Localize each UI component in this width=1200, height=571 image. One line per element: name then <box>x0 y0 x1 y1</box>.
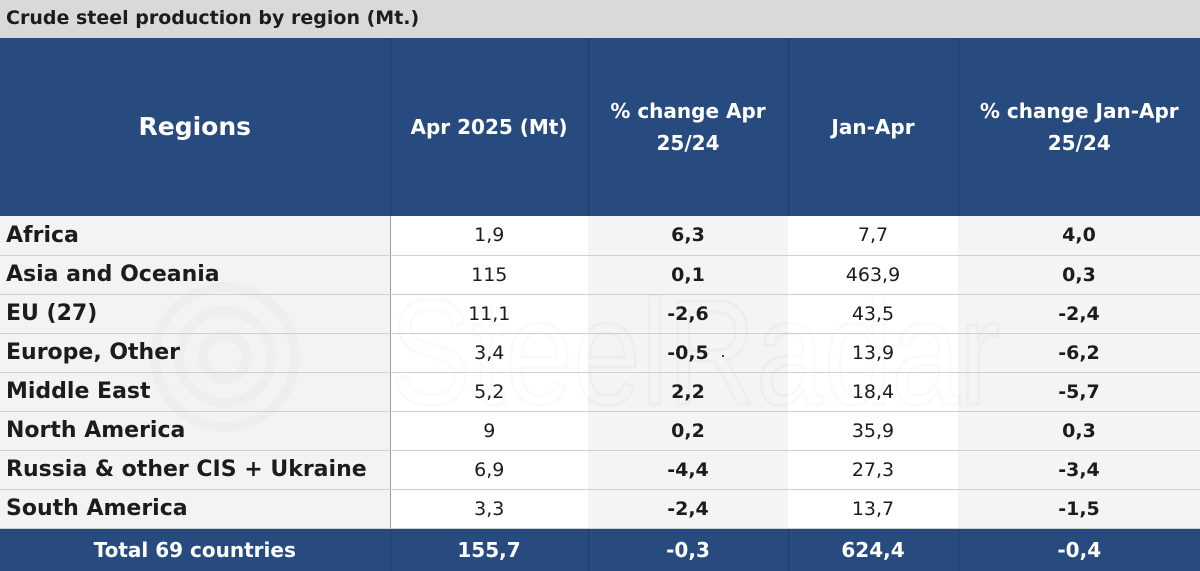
value-cell: 18,4 <box>788 372 958 412</box>
table-row: Africa 1,9 6,3 7,7 4,0 <box>0 216 1200 256</box>
total-label: Total 69 countries <box>0 528 390 571</box>
total-value: 155,7 <box>389 528 588 571</box>
value-cell: 6,9 <box>390 450 588 490</box>
value-cell: 3,4 <box>390 333 588 373</box>
region-name: Europe, Other <box>0 333 391 373</box>
region-name: Africa <box>0 216 391 256</box>
total-value: -0,4 <box>957 528 1200 571</box>
value-cell: 7,7 <box>788 216 958 256</box>
value-cell: -2,4 <box>588 489 788 529</box>
column-header-text: Jan-Apr <box>831 115 915 139</box>
value-cell: 0,2 <box>588 411 788 451</box>
title-bar: Crude steel production by region (Mt.) <box>0 0 1200 38</box>
value-cell: 3,3 <box>390 489 588 529</box>
table-row: Middle East 5,2 2,2 18,4 -5,7 <box>0 372 1200 412</box>
column-header: Apr 2025 (Mt) <box>389 38 588 216</box>
column-header-text: Apr 2025 (Mt) <box>410 115 568 139</box>
value-cell: 4,0 <box>958 216 1200 256</box>
value-cell: 6,3 <box>588 216 788 256</box>
region-name: North America <box>0 411 391 451</box>
steel-production-table: Regions Apr 2025 (Mt) % change Apr 25/24 Jan… <box>0 38 1200 571</box>
region-name: South America <box>0 489 391 529</box>
value-cell: 35,9 <box>788 411 958 451</box>
region-name: Asia and Oceania <box>0 255 391 295</box>
column-header-text: Regions <box>138 112 252 141</box>
value-cell: 1,9 <box>390 216 588 256</box>
value-cell: 2,2 <box>588 372 788 412</box>
value-cell: -5,7 <box>958 372 1200 412</box>
value-cell: 0,3 <box>958 411 1200 451</box>
value-cell: 27,3 <box>788 450 958 490</box>
value-cell: 13,9 <box>788 333 958 373</box>
value-cell: 0,3 <box>958 255 1200 295</box>
region-name: Middle East <box>0 372 391 412</box>
header-row: Regions Apr 2025 (Mt) % change Apr 25/24 Jan… <box>0 38 1200 216</box>
value-cell: -1,5 <box>958 489 1200 529</box>
value-cell: -3,4 <box>958 450 1200 490</box>
value-cell: 11,1 <box>390 294 588 334</box>
value-cell: 9 <box>390 411 588 451</box>
column-header-text: 25/24 <box>1047 131 1111 155</box>
value-cell: 0,1 <box>588 255 788 295</box>
column-header: Jan-Apr <box>787 38 958 216</box>
column-header-text: 25/24 <box>656 131 720 155</box>
table-row: Europe, Other 3,4 -0,5 13,9 -6,2 <box>0 333 1200 373</box>
column-header-text: % change Jan-Apr <box>979 99 1179 123</box>
value-cell: 13,7 <box>788 489 958 529</box>
table-body: Africa 1,9 6,3 7,7 4,0 Asia and Oceania 115 0,1… <box>0 216 1200 571</box>
table-row: EU (27) 11,1 -2,6 43,5 -2,4 <box>0 294 1200 334</box>
value-cell: 115 <box>390 255 588 295</box>
total-value: 624,4 <box>787 528 958 571</box>
table-row: Asia and Oceania 115 0,1 463,9 0,3 <box>0 255 1200 295</box>
value-cell: 5,2 <box>390 372 588 412</box>
value-cell: -2,6 <box>588 294 788 334</box>
value-cell: -2,4 <box>958 294 1200 334</box>
total-value: -0,3 <box>587 528 788 571</box>
region-name: Russia & other CIS + Ukraine <box>0 450 391 490</box>
column-header: % change Jan-Apr 25/24 <box>957 38 1200 216</box>
value-cell: 43,5 <box>788 294 958 334</box>
region-name: EU (27) <box>0 294 391 334</box>
column-header-text: % change Apr <box>610 99 766 123</box>
table-row: Russia & other CIS + Ukraine 6,9 -4,4 27,3-… <box>0 450 1200 490</box>
column-header: % change Apr 25/24 <box>587 38 788 216</box>
column-header: Regions <box>0 38 390 216</box>
table-title: Crude steel production by region (Mt.) <box>6 7 420 29</box>
value-cell: -6,2 <box>958 333 1200 373</box>
value-cell: -0,5 <box>588 333 788 373</box>
total-row: Total 69 countries 155,7 -0,3 624,4 -0,4 <box>0 528 1200 571</box>
table-row: South America 3,3 -2,4 13,7 -1,5 <box>0 489 1200 529</box>
stray-dot <box>722 355 724 357</box>
table-row: North America 9 0,2 35,9 0,3 <box>0 411 1200 451</box>
value-cell: 463,9 <box>788 255 958 295</box>
value-cell: -4,4 <box>588 450 788 490</box>
